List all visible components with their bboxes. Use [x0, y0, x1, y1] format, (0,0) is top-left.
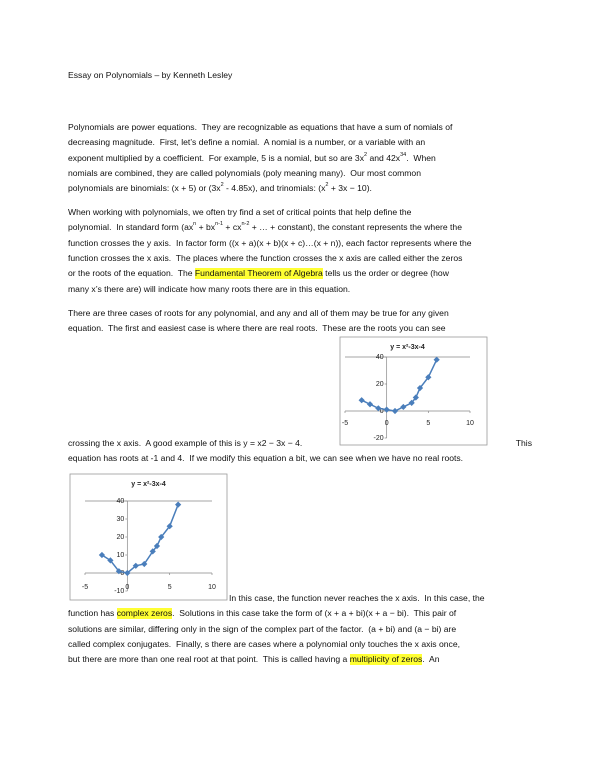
text-run: This [515, 438, 532, 448]
text-run: polynomial. In standard form (ax [68, 222, 194, 232]
chart-title: y = x²-3x-4 [390, 344, 425, 351]
chart-frame [69, 473, 228, 601]
superscript: n [193, 221, 197, 227]
text-run: crossing the x axis. A good example of t… [68, 438, 303, 448]
chart-title: y = x²-3x-4 [131, 481, 166, 488]
text-run: Polynomials are power equations. They ar… [68, 122, 453, 132]
text-run: There are three cases of roots for any p… [68, 308, 449, 318]
text-line: equation has roots at -1 and 4. If we mo… [68, 453, 463, 464]
x-tick-label: 10 [466, 420, 474, 427]
text-run: + … + constant), the constant represents… [249, 222, 462, 232]
chart-frame [339, 336, 488, 446]
text-run: nomials are combined, they are called po… [68, 168, 421, 178]
data-point [391, 407, 399, 415]
text-run: solutions are similar, differing only in… [68, 624, 457, 634]
data-point [412, 394, 419, 401]
text-line: many x’s there are) will indicate how ma… [68, 284, 350, 295]
text-line: function has complex zeros. Solutions in… [68, 608, 456, 619]
text-line: function crosses the x axis. The places … [68, 253, 462, 264]
data-point [416, 384, 424, 392]
text-run: but there are more than one real root at… [68, 654, 350, 664]
text-run: decreasing magnitude. First, let’s defin… [68, 137, 426, 147]
text-run: many x’s there are) will indicate how ma… [68, 284, 351, 294]
highlighted-text: Fundamental Theorem of Algebra [194, 268, 323, 279]
superscript: 2 [220, 182, 224, 188]
text-line: decreasing magnitude. First, let’s defin… [68, 137, 425, 148]
superscript: 2 [325, 182, 329, 188]
text-run: equation has roots at -1 and 4. If we mo… [68, 453, 464, 463]
data-point [425, 374, 432, 381]
y-tick-label: 20 [376, 381, 384, 388]
text-line: exponent multiplied by a coefficient. Fo… [68, 152, 436, 164]
data-point [166, 523, 173, 530]
superscript: 34 [400, 152, 407, 158]
text-run: tells us the order or degree (how [322, 268, 449, 278]
x-tick-label: 0 [125, 584, 129, 591]
text-line: but there are more than one real root at… [68, 654, 440, 665]
text-run: equation. The first and easiest case is … [68, 323, 446, 333]
y-tick-label: 40 [117, 498, 125, 505]
text-run: function has [68, 608, 117, 618]
x-tick-label: 5 [168, 584, 172, 591]
text-run: - 4.85x), and trinomials: (x [223, 183, 326, 193]
text-line: In this case, the function never reaches… [229, 593, 485, 604]
text-run: . An [422, 654, 440, 664]
y-tick-label: 30 [117, 516, 125, 523]
text-run: function crosses the x axis. The places … [68, 253, 463, 263]
data-point [383, 406, 390, 413]
text-run: exponent multiplied by a coefficient. Fo… [68, 153, 365, 163]
x-tick-label: 5 [426, 420, 430, 427]
text-run: In this case, the function never reaches… [229, 593, 485, 603]
text-line: equation. The first and easiest case is … [68, 323, 446, 334]
x-tick-label: 0 [385, 420, 389, 427]
y-tick-label: 40 [376, 354, 384, 361]
text-run: polynomials are binomials: (x + 5) or (3… [68, 183, 221, 193]
text-run: + 3x − 10). [328, 183, 372, 193]
text-line: called complex conjugates. Finally, s th… [68, 639, 460, 650]
y-tick-label: 0 [120, 570, 124, 577]
text-run: called complex conjugates. Finally, s th… [68, 639, 461, 649]
data-point [433, 356, 440, 363]
text-run: function crosses the y axis. In factor f… [68, 238, 472, 248]
superscript: n-1 [215, 221, 224, 227]
y-tick-label: 20 [117, 534, 125, 541]
data-point [358, 397, 365, 404]
text-line: crossing the x axis. A good example of t… [68, 438, 532, 449]
x-tick-label: -5 [342, 420, 348, 427]
text-run: + bx [196, 222, 216, 232]
data-point [366, 401, 374, 408]
text-line: solutions are similar, differing only in… [68, 624, 456, 635]
y-tick-label: 0 [380, 408, 384, 415]
x-tick-label: -5 [82, 584, 88, 591]
superscript: 2 [364, 152, 368, 158]
data-point [400, 403, 407, 411]
document-title: Essay on Polynomials – by Kenneth Lesley [68, 70, 233, 80]
text-line: Polynomials are power equations. They ar… [68, 122, 452, 133]
y-tick-label: -10 [114, 588, 124, 595]
x-tick-label: 10 [208, 584, 216, 591]
text-line: nomials are combined, they are called po… [68, 168, 421, 179]
data-point [408, 399, 415, 407]
highlighted-text: complex zeros [116, 608, 173, 619]
text-line: or the roots of the equation. The Fundam… [68, 268, 449, 279]
text-run: When working with polynomials, we often … [68, 207, 412, 217]
y-tick-label: -20 [374, 435, 384, 442]
text-line: function crosses the y axis. In factor f… [68, 238, 472, 249]
data-point [375, 405, 382, 412]
text-line: When working with polynomials, we often … [68, 207, 411, 218]
text-line: polynomial. In standard form (ax n + bx n-… [68, 221, 462, 233]
highlighted-text: multiplicity of zeros [349, 654, 423, 665]
text-line: There are three cases of roots for any p… [68, 308, 449, 319]
text-run: . Solutions in this case take the form o… [172, 608, 457, 618]
text-run: + cx [223, 222, 242, 232]
text-line: polynomials are binomials: (x + 5) or (3… [68, 182, 372, 194]
superscript: n-2 [241, 221, 250, 227]
text-run: . When [406, 153, 436, 163]
text-run: and 42x [367, 153, 401, 163]
y-tick-label: 10 [117, 552, 125, 559]
text-run: or the roots of the equation. The [68, 268, 195, 278]
